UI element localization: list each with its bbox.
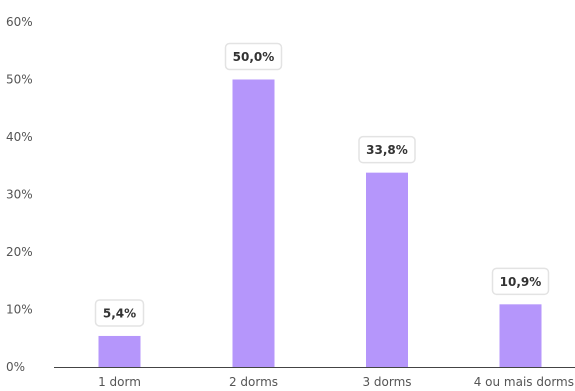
x-axis-categories: 1 dorm 2 dorms 3 dorms 4 ou mais dorms bbox=[98, 375, 574, 389]
x-category-label: 2 dorms bbox=[229, 375, 278, 389]
data-labels: 5,4% 50,0% 33,8% 10,9% bbox=[94, 42, 550, 327]
x-category-label: 3 dorms bbox=[362, 375, 411, 389]
y-axis-ticks: 0% 10% 20% 30% 40% 50% 60% bbox=[6, 15, 33, 374]
data-label: 33,8% bbox=[366, 143, 408, 157]
y-tick-label: 30% bbox=[6, 188, 33, 202]
bar bbox=[98, 335, 141, 367]
y-tick-label: 20% bbox=[6, 245, 33, 259]
y-tick-label: 40% bbox=[6, 130, 33, 144]
data-label: 5,4% bbox=[103, 306, 136, 320]
bar bbox=[366, 172, 408, 367]
x-category-label: 1 dorm bbox=[98, 375, 141, 389]
y-tick-label: 60% bbox=[6, 15, 33, 29]
data-label: 50,0% bbox=[233, 50, 275, 64]
data-label-box bbox=[224, 42, 283, 71]
x-category-label: 4 ou mais dorms bbox=[474, 375, 574, 389]
bars bbox=[98, 79, 542, 367]
data-label-box bbox=[491, 267, 550, 296]
data-label-box bbox=[94, 299, 145, 327]
data-label-box bbox=[358, 135, 416, 164]
y-tick-label: 50% bbox=[6, 73, 33, 87]
bar bbox=[232, 79, 275, 367]
y-tick-label: 0% bbox=[6, 360, 25, 374]
bar bbox=[499, 304, 542, 367]
data-label: 10,9% bbox=[500, 275, 542, 289]
y-tick-label: 10% bbox=[6, 303, 33, 317]
